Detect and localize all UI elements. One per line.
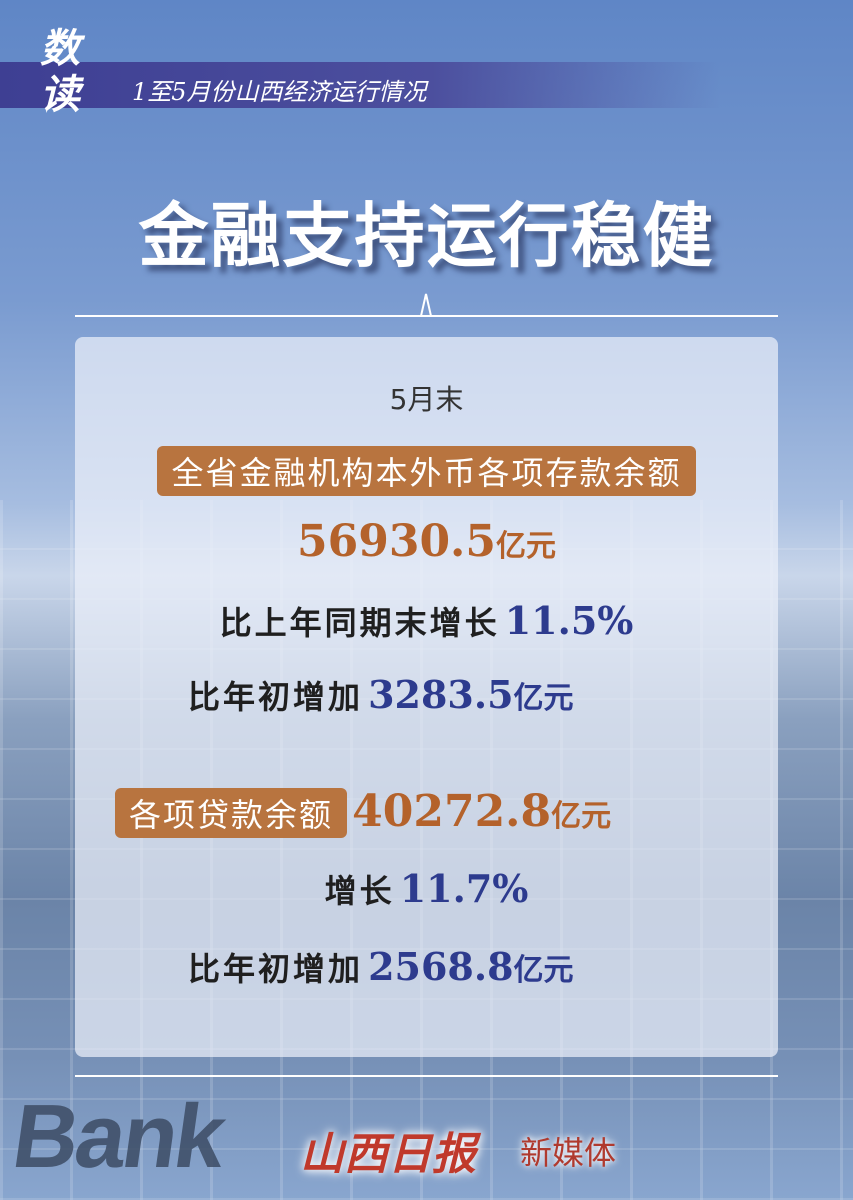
newspaper-logo: 山西日报 bbox=[300, 1129, 476, 1180]
footer-divider bbox=[75, 1075, 778, 1077]
header-subtitle: 1至5月份山西经济运行情况 bbox=[132, 78, 427, 106]
loan-unit: 亿元 bbox=[551, 799, 612, 834]
loan-value: 40272.8 bbox=[352, 786, 552, 837]
loan-growth-value: 11.7% bbox=[399, 866, 529, 911]
loan-growth-row: 增长 11.7% bbox=[75, 866, 778, 912]
divider bbox=[75, 315, 778, 317]
deposit-ytd-value: 3283.5 bbox=[368, 672, 514, 717]
loan-ytd-label: 比年初增加 bbox=[188, 950, 364, 988]
deposit-value-row: 56930.5亿元 bbox=[75, 516, 778, 567]
deposit-yoy-label: 比上年同期末增长 bbox=[219, 604, 500, 642]
deposit-yoy-row: 比上年同期末增长 11.5% bbox=[75, 598, 778, 644]
caret-icon bbox=[411, 293, 441, 317]
loan-ytd-row: 比年初增加 2568.8亿元 bbox=[75, 944, 778, 990]
bank-sign-image: Bank bbox=[6, 1087, 230, 1187]
deposit-label: 全省金融机构本外币各项存款余额 bbox=[157, 446, 696, 496]
loan-growth-label: 增长 bbox=[324, 872, 395, 910]
deposit-yoy-value: 11.5% bbox=[504, 598, 634, 643]
deposit-unit: 亿元 bbox=[496, 529, 556, 564]
header-band bbox=[0, 62, 720, 108]
deposit-value: 56930.5 bbox=[296, 516, 496, 567]
deposit-ytd-label: 比年初增加 bbox=[188, 678, 364, 716]
loan-label: 各项贷款余额 bbox=[115, 788, 348, 838]
loan-ytd-value: 2568.8 bbox=[368, 944, 514, 989]
deposit-ytd-unit: 亿元 bbox=[513, 681, 574, 716]
page-title: 金融支持运行稳健 bbox=[138, 195, 715, 277]
deposit-ytd-row: 比年初增加 3283.5亿元 bbox=[75, 672, 778, 718]
footer-suffix: 新媒体 bbox=[520, 1134, 617, 1172]
period-label: 5月末 bbox=[389, 383, 464, 416]
header-badge: 数读 bbox=[40, 25, 80, 118]
deposit-label-row: 全省金融机构本外币各项存款余额 bbox=[75, 446, 778, 496]
loan-ytd-unit: 亿元 bbox=[513, 953, 574, 988]
loan-row: 各项贷款余额 40272.8亿元 bbox=[75, 786, 778, 838]
